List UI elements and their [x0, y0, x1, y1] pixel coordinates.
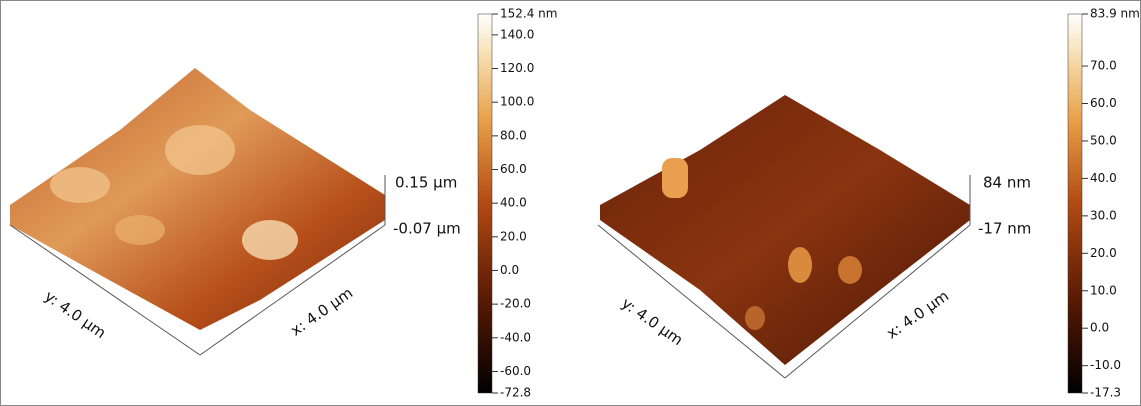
- colorbar-tick-label: -60.0: [500, 364, 531, 378]
- surface-2: [597, 95, 971, 379]
- colorbar-tick-label: -17.3: [1090, 386, 1121, 400]
- z-min-label: -17 nm: [978, 220, 1031, 238]
- colorbar-tick-label: 0.0: [1090, 321, 1109, 335]
- colorbar-tick-label: 140.0: [500, 27, 534, 41]
- x-axis-label: x: 4.0 µm: [287, 284, 356, 340]
- colorbar-tick-label: 50.0: [1090, 133, 1117, 147]
- colorbar-tick-label: -20.0: [500, 297, 531, 311]
- colorbar-tick-label: 20.0: [1090, 246, 1117, 260]
- y-axis-label: y: 4.0 µm: [41, 287, 109, 342]
- colorbar-tick-label: -40.0: [500, 330, 531, 344]
- colorbar-tick-label: 80.0: [500, 128, 527, 142]
- colorbar-tick-label: 40.0: [1090, 171, 1117, 185]
- colorbar-tick-label: 120.0: [500, 61, 534, 75]
- surface-1: [9, 68, 386, 356]
- colorbar-tick-label: 30.0: [1090, 208, 1117, 222]
- colorbar-tick-label: 20.0: [500, 229, 527, 243]
- colorbar-tick-label: 83.9 nm: [1090, 7, 1140, 21]
- colorbar: [1067, 13, 1083, 394]
- colorbar-tick-label: 10.0: [1090, 283, 1117, 297]
- z-min-label: -0.07 µm: [393, 220, 461, 238]
- colorbar-tick-label: 100.0: [500, 95, 534, 109]
- colorbar-tick-label: 0.0: [500, 263, 519, 277]
- z-max-label: 84 nm: [983, 174, 1031, 192]
- colorbar-tick-label: -10.0: [1090, 358, 1121, 372]
- colorbar-tick-label: 70.0: [1090, 59, 1117, 73]
- x-axis-label: x: 4.0 µm: [883, 287, 952, 343]
- colorbar-tick-label: 152.4 nm: [500, 7, 557, 21]
- colorbar: [477, 13, 493, 394]
- y-axis-label: y: 4.0 µm: [618, 294, 686, 349]
- z-max-label: 0.15 µm: [395, 174, 457, 192]
- colorbar-tick-label: 60.0: [500, 162, 527, 176]
- colorbar-tick-label: -72.8: [500, 386, 531, 400]
- colorbar-tick-label: 60.0: [1090, 96, 1117, 110]
- colorbar-tick-label: 40.0: [500, 196, 527, 210]
